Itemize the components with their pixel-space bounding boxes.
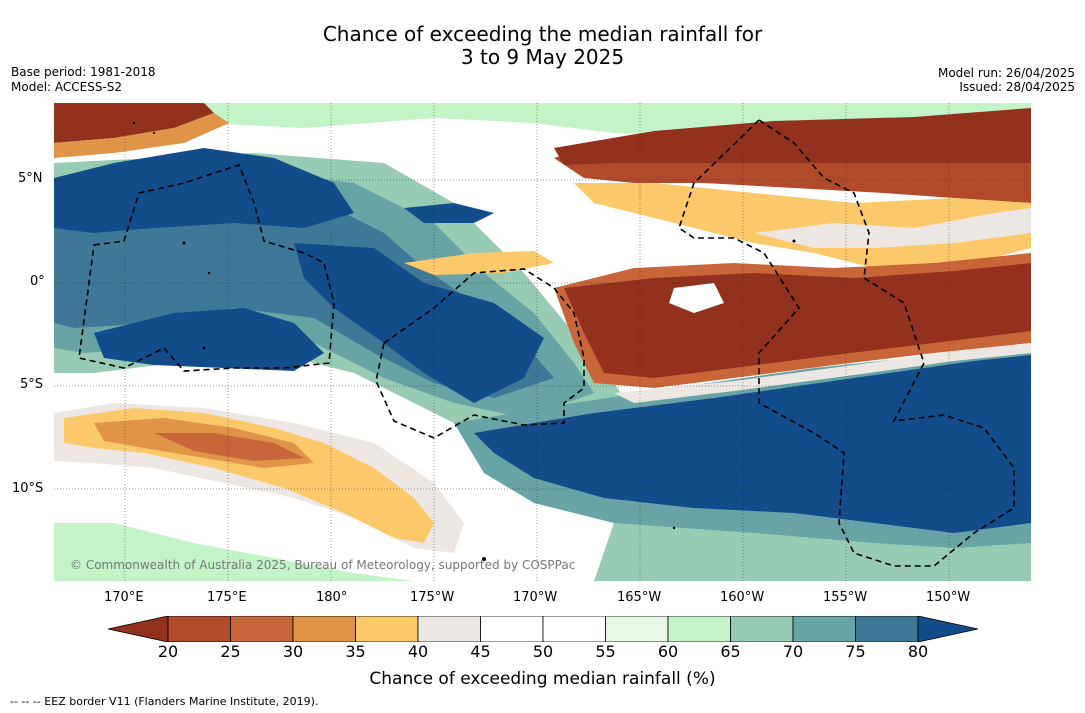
lat-tick-5n: 5°N (18, 171, 43, 186)
issued-text: Issued: 28/04/2025 (959, 80, 1075, 94)
lon-tick-180: 180° (316, 590, 348, 605)
lon-tick-150w: 150°W (926, 590, 971, 605)
colorbar-tick-label: 80 (907, 642, 929, 661)
colorbar-extend-high (917, 616, 978, 642)
colorbar-tick-label: 25 (220, 642, 241, 661)
model-run-text: Model run: 26/04/2025 (937, 66, 1075, 80)
colorbar-tick-label: 45 (470, 642, 491, 661)
colorbar-tick-label: 20 (157, 642, 179, 661)
colorbar-tick-label: 60 (657, 642, 679, 661)
colorbar (108, 616, 978, 642)
lon-tick-155w: 155°W (823, 590, 868, 605)
colorbar-bin (542, 616, 606, 642)
colorbar-tick-label: 35 (345, 642, 366, 661)
model-text: Model: ACCESS-S2 (11, 80, 123, 94)
colorbar-tick-label: 30 (282, 642, 304, 661)
lon-tick-170e: 170°E (104, 590, 144, 605)
colorbar-tick-label: 55 (595, 642, 616, 661)
colorbar-tick-label: 75 (845, 642, 866, 661)
colorbar-bin (792, 616, 856, 642)
copyright-text: © Commonwealth of Australia 2025, Bureau… (70, 558, 576, 572)
eez-footnote: -- -- -- EEZ border V11 (Flanders Marine… (10, 695, 319, 708)
lon-tick-160w: 160°W (720, 590, 765, 605)
colorbar-bin (230, 616, 294, 642)
lat-tick-0: 0° (30, 274, 45, 289)
lon-tick-165w: 165°W (617, 590, 662, 605)
colorbar-tick-label: 65 (720, 642, 741, 661)
lon-tick-170w: 170°W (513, 590, 558, 605)
rainfall-probability-map (54, 103, 1031, 581)
title-line-1: Chance of exceeding the median rainfall … (322, 22, 763, 46)
colorbar-tick-label: 70 (782, 642, 804, 661)
lon-tick-175e: 175°E (207, 590, 247, 605)
colorbar-bin (355, 616, 419, 642)
colorbar-bin (292, 616, 356, 642)
map-field-svg (54, 103, 1031, 581)
colorbar-bin (167, 616, 231, 642)
colorbar-tick-label: 40 (407, 642, 429, 661)
colorbar-title: Chance of exceeding median rainfall (%) (369, 669, 716, 689)
colorbar-bin (417, 616, 481, 642)
lat-tick-10s: 10°S (12, 481, 44, 496)
colorbar-bin (480, 616, 544, 642)
base-period-text: Base period: 1981-2018 (11, 65, 156, 79)
colorbar-bin (667, 616, 731, 642)
colorbar-bin (855, 616, 919, 642)
lat-tick-5s: 5°S (20, 377, 44, 392)
title-line-2: 3 to 9 May 2025 (460, 45, 625, 69)
colorbar-bin (730, 616, 794, 642)
colorbar-tick-label: 50 (532, 642, 554, 661)
lon-tick-175w: 175°W (410, 590, 455, 605)
colorbar-bin (605, 616, 669, 642)
colorbar-extend-low (108, 616, 169, 642)
